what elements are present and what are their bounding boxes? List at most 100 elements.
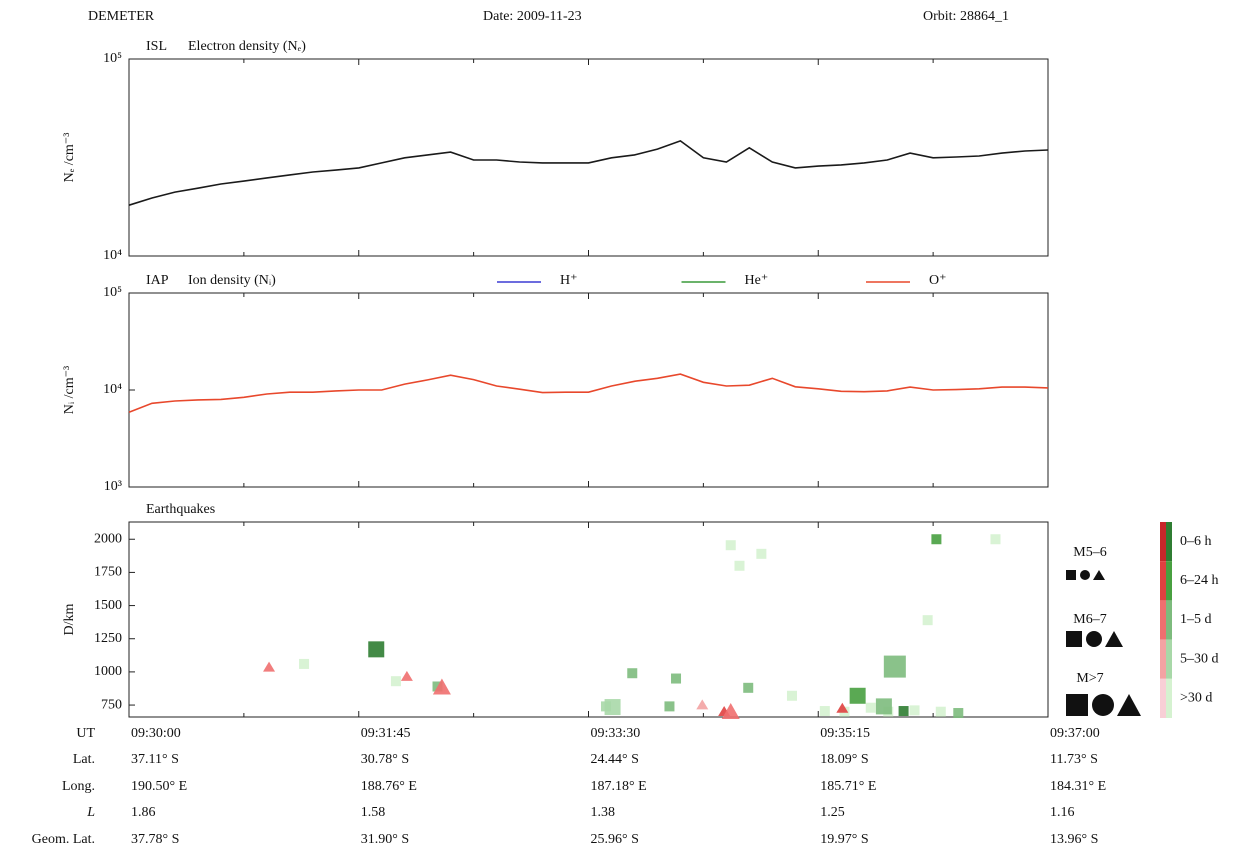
row-value: 31.90° S (361, 832, 409, 847)
earthquake (721, 703, 740, 720)
row-value: 185.71° E (820, 779, 876, 794)
instrument: ISL (146, 39, 167, 54)
y-axis-label: Nᵢ /cm⁻³ (62, 366, 77, 414)
plot-frame (128, 521, 1049, 718)
row-value: 1.25 (820, 805, 845, 820)
row-label: UT (76, 726, 95, 741)
earthquake (935, 706, 946, 717)
row-label: Geom. Lat. (32, 832, 95, 847)
row-value: 18.09° S (820, 752, 868, 767)
legend-label: O⁺ (929, 273, 947, 288)
panel-title: Electron density (Nₑ) (188, 39, 306, 54)
row-value: 187.18° E (591, 779, 647, 794)
period-label: 5–30 d (1180, 651, 1219, 666)
earthquake (299, 658, 310, 669)
earthquake (734, 560, 745, 571)
data-line (128, 373, 1049, 413)
row-value: 1.58 (361, 805, 386, 820)
earthquake (263, 661, 276, 672)
period-swatch (1160, 600, 1166, 640)
y-tick-label: 10³ (104, 479, 122, 494)
orbit: Orbit: 28864_1 (923, 9, 1009, 24)
legend-label: He⁺ (745, 273, 769, 288)
magnitude-symbol (1117, 694, 1141, 716)
date: Date: 2009-11-23 (483, 9, 582, 24)
row-value: 09:30:00 (131, 726, 181, 741)
y-tick-label: 10⁴ (103, 248, 122, 263)
earthquake (432, 678, 451, 695)
earthquake (990, 534, 1001, 545)
earthquake (865, 702, 876, 713)
earthquake (883, 655, 906, 678)
plot-frame (128, 292, 1049, 488)
magnitude-symbol (1066, 631, 1082, 647)
row-value: 190.50° E (131, 779, 187, 794)
row-label: L (86, 805, 95, 820)
row-value: 09:31:45 (361, 726, 411, 741)
magnitude-symbol (1066, 570, 1076, 580)
mission: DEMETER (88, 9, 155, 24)
period-swatch (1166, 639, 1172, 679)
period-swatch (1166, 522, 1172, 562)
magnitude-label: M5–6 (1073, 545, 1106, 560)
y-tick-label: 2000 (94, 531, 122, 546)
earthquake (368, 641, 385, 658)
earthquake (696, 699, 709, 710)
period-label: 1–5 d (1180, 612, 1212, 627)
earthquake (743, 682, 754, 693)
y-tick-label: 1750 (94, 565, 122, 580)
instrument: IAP (146, 273, 169, 288)
earthquake (819, 706, 830, 717)
y-tick-label: 1500 (94, 598, 122, 613)
period-swatch (1160, 678, 1166, 718)
magnitude-label: M6–7 (1073, 612, 1106, 627)
earthquake (931, 534, 942, 545)
earthquake (400, 670, 413, 681)
magnitude-symbol (1080, 570, 1090, 580)
earthquake (725, 540, 736, 551)
magnitude-symbol (1092, 694, 1114, 716)
y-axis-label: Nₑ /cm⁻³ (62, 133, 77, 183)
earthquake (604, 699, 621, 716)
earthquake (786, 690, 797, 701)
magnitude-symbol (1093, 570, 1105, 580)
period-swatch (1160, 561, 1166, 601)
earthquake (849, 687, 866, 704)
y-tick-label: 1250 (94, 631, 122, 646)
magnitude-symbol (1066, 694, 1088, 716)
legend-label: H⁺ (560, 273, 578, 288)
row-value: 11.73° S (1050, 752, 1098, 767)
earthquake (875, 698, 892, 715)
y-tick-label: 10⁵ (103, 51, 122, 66)
y-tick-label: 10⁴ (103, 382, 122, 397)
magnitude-label: M>7 (1076, 671, 1103, 686)
row-label: Lat. (73, 752, 95, 767)
period-label: >30 d (1180, 691, 1212, 706)
row-value: 25.96° S (591, 832, 639, 847)
earthquake (898, 706, 909, 717)
earthquake (836, 702, 849, 713)
plot-frame (128, 58, 1049, 257)
earthquake (756, 548, 767, 559)
earthquake (664, 701, 675, 712)
magnitude-symbol (1105, 631, 1123, 647)
row-value: 1.38 (591, 805, 616, 820)
period-label: 0–6 h (1180, 534, 1212, 549)
row-value: 1.16 (1050, 805, 1075, 820)
panel-title: Earthquakes (146, 502, 215, 517)
row-value: 09:33:30 (591, 726, 641, 741)
row-value: 19.97° S (820, 832, 868, 847)
row-label: Long. (62, 779, 95, 794)
earthquake (953, 708, 964, 719)
earthquake (922, 615, 933, 626)
period-swatch (1166, 561, 1172, 601)
row-value: 09:35:15 (820, 726, 870, 741)
earthquake (627, 668, 638, 679)
y-tick-label: 1000 (94, 664, 122, 679)
period-label: 6–24 h (1180, 573, 1219, 588)
data-line (128, 140, 1049, 206)
period-swatch (1166, 600, 1172, 640)
magnitude-symbol (1086, 631, 1102, 647)
row-value: 24.44° S (591, 752, 639, 767)
